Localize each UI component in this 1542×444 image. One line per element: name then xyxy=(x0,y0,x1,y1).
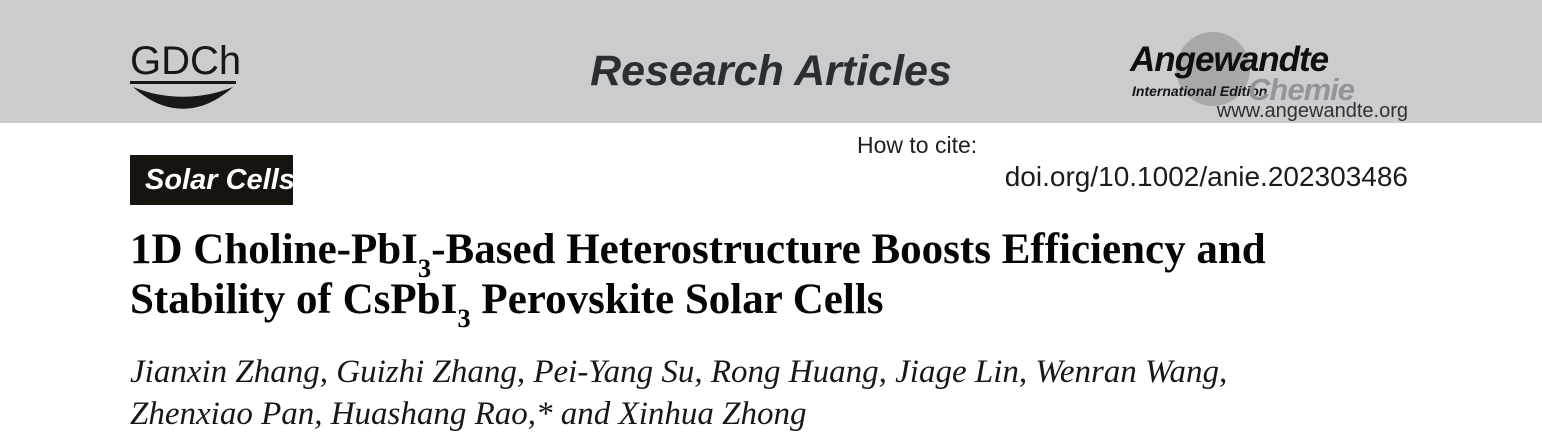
section-heading: Research Articles xyxy=(590,47,952,95)
doi-link[interactable]: doi.org/10.1002/anie.202303486 xyxy=(1004,161,1408,192)
journal-edition-label: International Edition xyxy=(1132,83,1268,99)
author-list-line2: Zhenxiao Pan, Huashang Rao,* and Xinhua … xyxy=(130,396,807,432)
category-badge: Solar Cells xyxy=(130,155,295,205)
how-to-cite-label: How to cite: xyxy=(857,132,978,158)
journal-name: Angewandte xyxy=(1130,40,1329,79)
title-line2: Stability of CsPbI3 Perovskite Solar Cel… xyxy=(130,276,884,332)
title-text: 1D Choline-PbI xyxy=(130,226,418,273)
author-list: Jianxin Zhang, Guizhi Zhang, Pei-Yang Su… xyxy=(130,351,1420,435)
journal-circle-icon xyxy=(1176,32,1250,106)
angewandte-logo: Angewandte International Edition Chemie … xyxy=(1126,30,1408,122)
author-list-line1: Jianxin Zhang, Guizhi Zhang, Pei-Yang Su… xyxy=(130,354,1228,390)
gdch-arc-icon xyxy=(133,87,233,109)
article-title: 1D Choline-PbI3-Based Heterostructure Bo… xyxy=(130,225,1420,332)
title-text: -Based Heterostructure Boosts Efficiency… xyxy=(431,226,1266,273)
title-line1: 1D Choline-PbI3-Based Heterostructure Bo… xyxy=(130,226,1266,282)
title-text: Stability of CsPbI xyxy=(130,276,458,323)
gdch-logo: GDCh xyxy=(130,39,242,112)
journal-website-link[interactable]: www.angewandte.org xyxy=(1216,100,1408,122)
title-subscript: 3 xyxy=(457,303,471,334)
title-subscript: 3 xyxy=(417,253,432,284)
category-badge-label: Solar Cells xyxy=(145,163,295,196)
title-text: Perovskite Solar Cells xyxy=(470,276,884,323)
journal-name-chemie: Chemie xyxy=(1248,72,1355,107)
journal-banner: GDCh Research Articles Angewandte Intern… xyxy=(0,0,1542,123)
gdch-logo-text: GDCh xyxy=(130,39,242,84)
